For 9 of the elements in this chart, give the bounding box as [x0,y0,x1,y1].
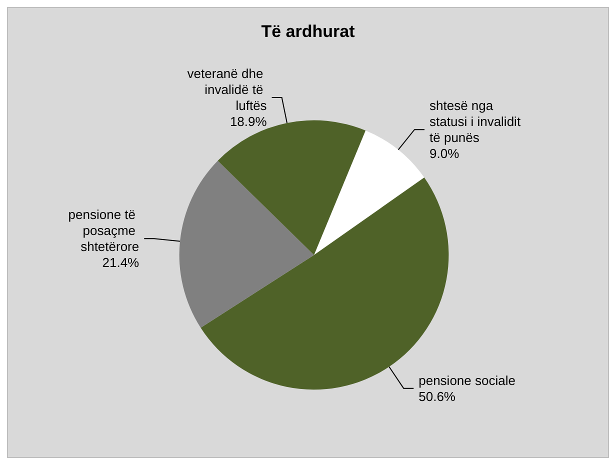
data-label: 21.4% [102,255,140,270]
data-label: 9.0% [430,146,460,162]
chart-title: Të ardhurat [261,22,356,41]
data-label: 50.6% [418,388,456,404]
data-label: 18.9% [230,114,268,130]
slice-label: veteranë dhe invalidë të luftës [187,66,268,114]
slice-label: pensione sociale [418,372,516,388]
slice-label: shtesë nga statusi i invalidit të punës [430,98,524,146]
slice-label: pensione të posaçme shtetërore [68,207,140,254]
